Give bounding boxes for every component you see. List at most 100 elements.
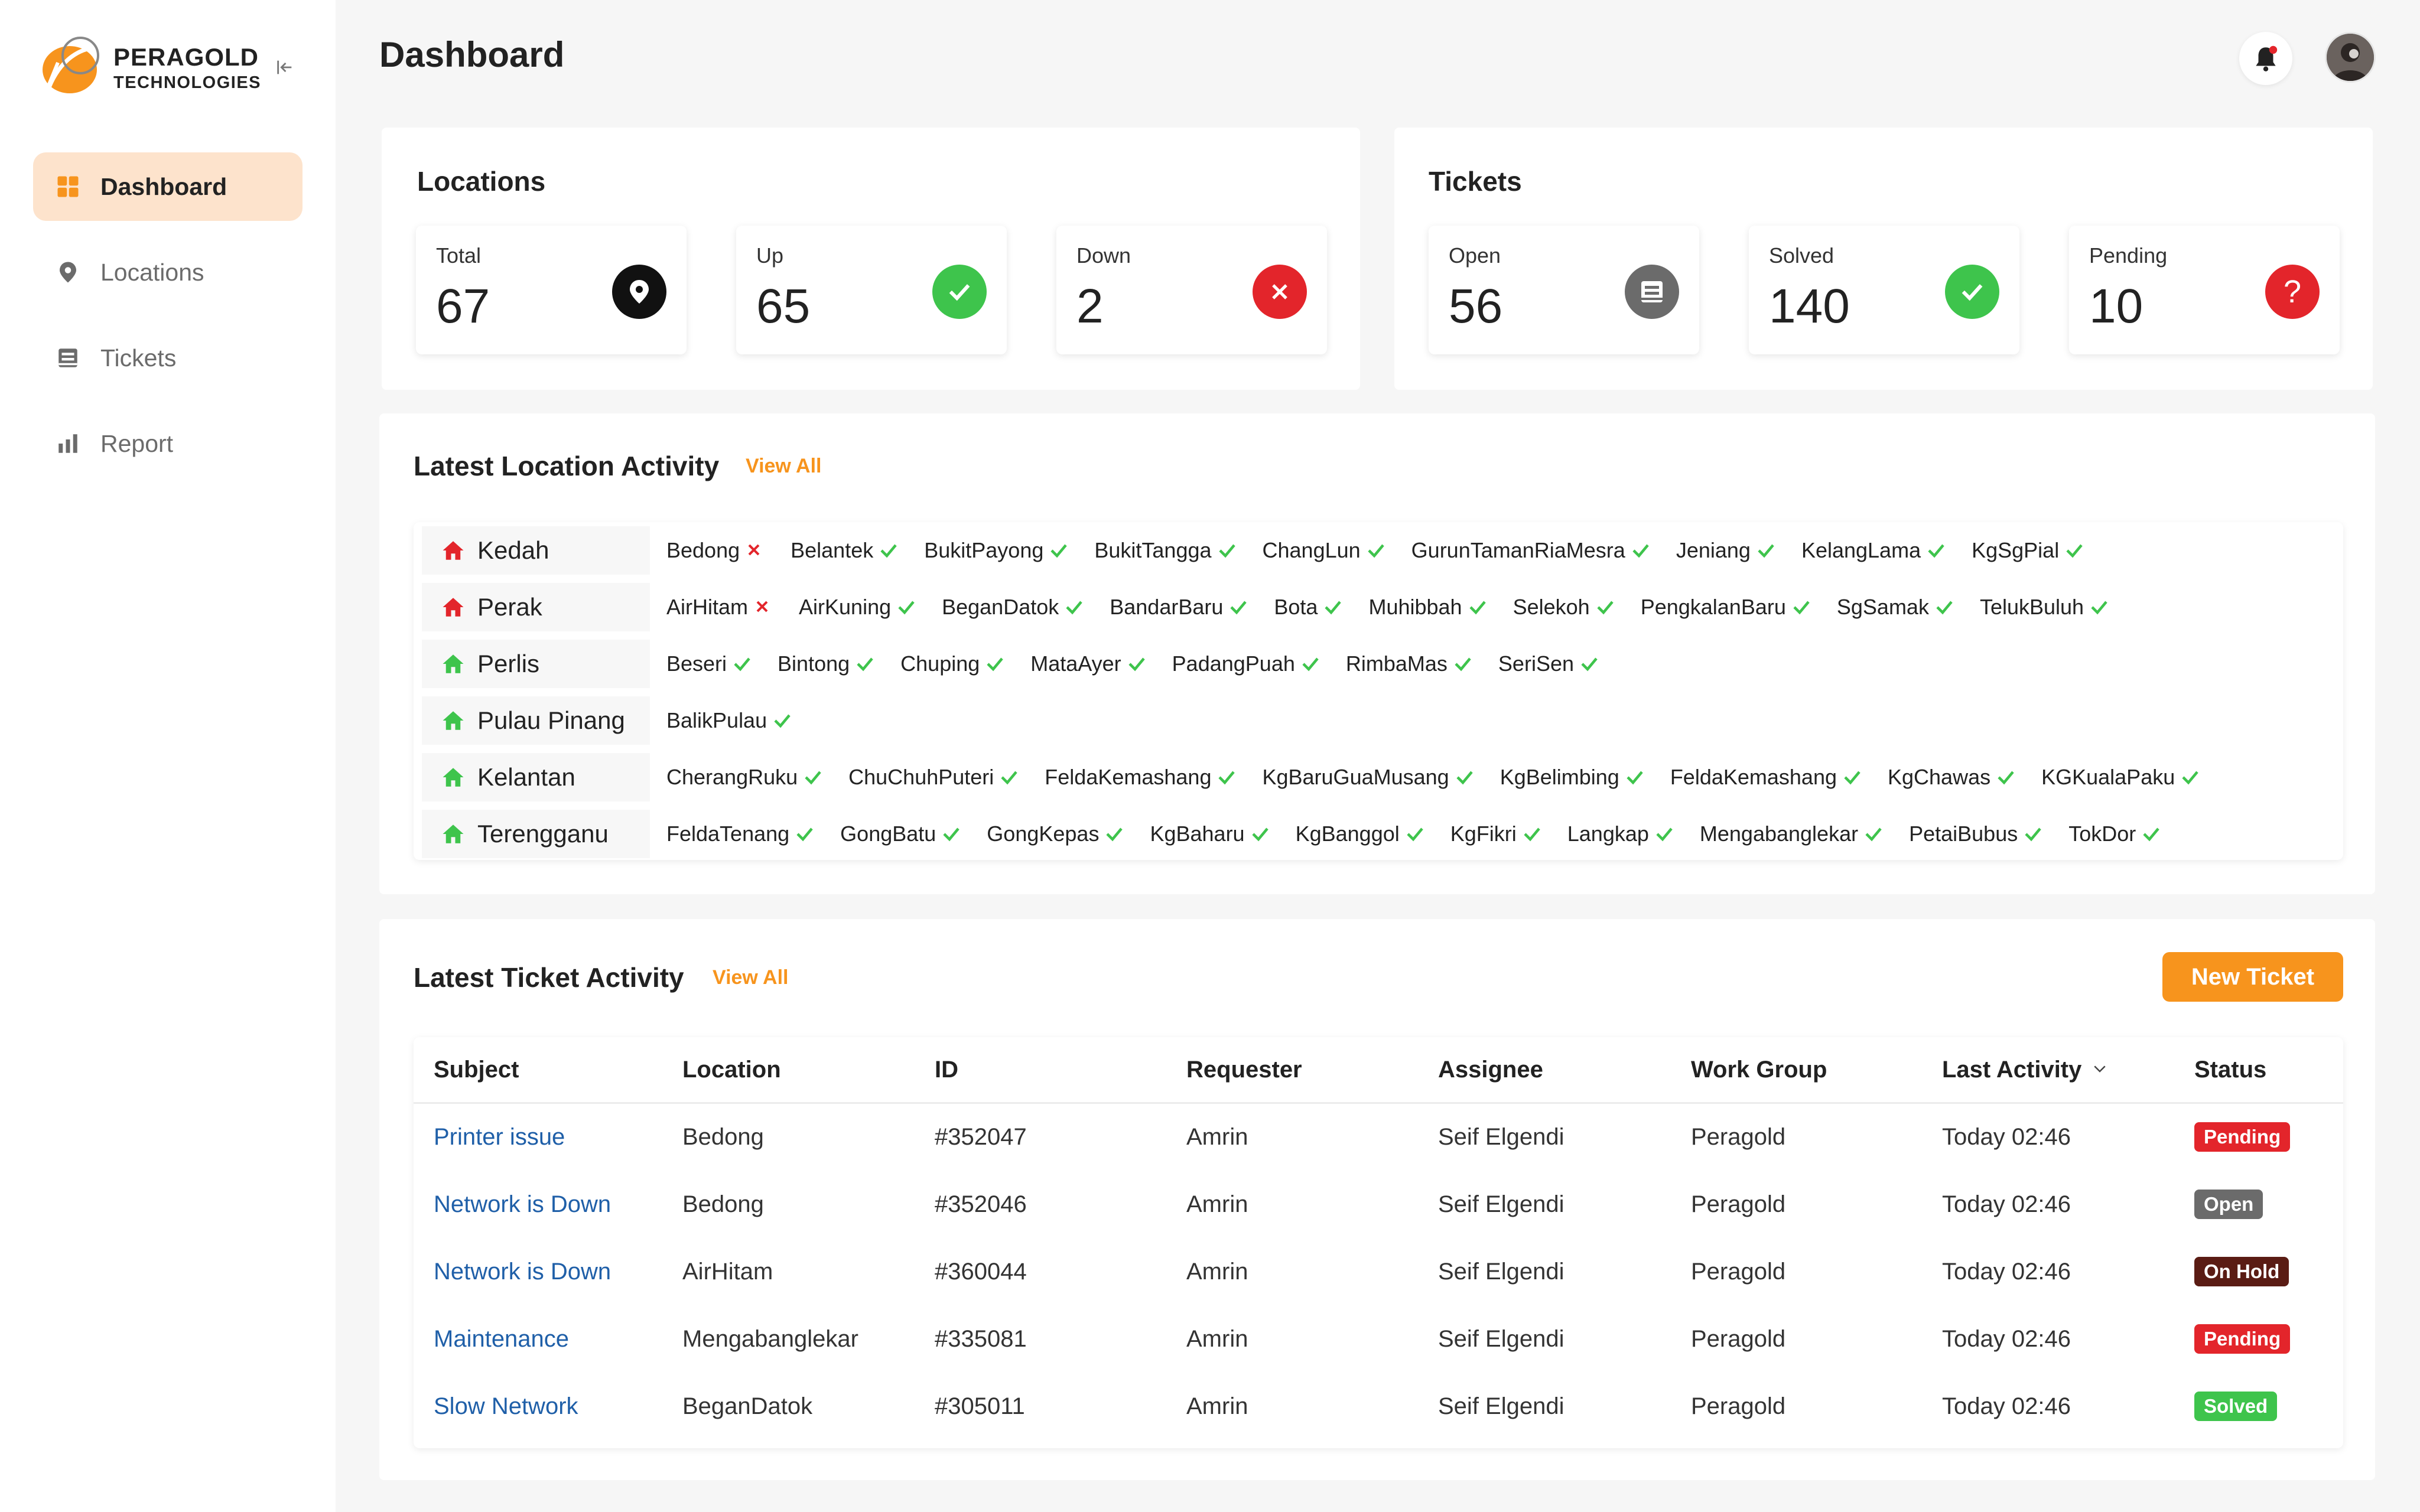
column-header-last-activity[interactable]: Last Activity [1942, 1037, 2109, 1102]
site-item[interactable]: GongKepas [987, 822, 1125, 846]
check-icon [2064, 540, 2085, 561]
site-item[interactable]: KgBanggol [1296, 822, 1426, 846]
site-item[interactable]: AirKuning [799, 595, 917, 620]
state-name-cell[interactable]: Kedah [422, 526, 650, 575]
state-name-cell[interactable]: Pulau Pinang [422, 696, 650, 745]
check-icon [802, 767, 824, 788]
cell-subject[interactable]: Maintenance [434, 1325, 570, 1352]
check-icon [896, 597, 917, 618]
state-name-cell[interactable]: Terengganu [422, 810, 650, 858]
site-item[interactable]: GongBatu [840, 822, 962, 846]
column-header-requester[interactable]: Requester [1186, 1037, 1302, 1102]
site-item[interactable]: KGKualaPaku [2041, 765, 2201, 790]
check-icon [731, 653, 753, 674]
stat-label: Total [436, 243, 482, 268]
site-item[interactable]: Belantek [791, 538, 899, 563]
column-header-status[interactable]: Status [2194, 1037, 2266, 1102]
table-row[interactable]: Maintenance Mengabanglekar #335081 Amrin Sei… [414, 1306, 2343, 1372]
sidebar: PERAGOLD TECHNOLOGIES Dashboard Locat [0, 0, 336, 1512]
site-item[interactable]: BandarBaru [1110, 595, 1249, 620]
brand-logo[interactable]: PERAGOLD TECHNOLOGIES [34, 35, 261, 100]
tickets-solved-card[interactable]: Solved 140 [1749, 226, 2019, 354]
state-name-cell[interactable]: Perak [422, 583, 650, 631]
ticket-view-all-link[interactable]: View All [713, 966, 789, 989]
site-item[interactable]: KgBaruGuaMusang [1262, 765, 1475, 790]
cell-subject[interactable]: Network is Down [434, 1258, 611, 1285]
site-item[interactable]: BeganDatok [942, 595, 1085, 620]
site-item[interactable]: Bedong [666, 538, 766, 563]
site-item[interactable]: Chuping [900, 651, 1006, 676]
site-name: PetaiBubus [1909, 822, 2018, 846]
site-item[interactable]: AirHitam [666, 595, 774, 620]
site-item[interactable]: Mengabanglekar [1700, 822, 1884, 846]
site-item[interactable]: TokDor [2068, 822, 2162, 846]
cell-subject[interactable]: Printer issue [434, 1123, 565, 1150]
bar-chart-icon [53, 429, 83, 458]
location-view-all-link[interactable]: View All [746, 455, 822, 477]
site-item[interactable]: PengkalanBaru [1641, 595, 1812, 620]
collapse-sidebar-button[interactable] [271, 53, 299, 82]
state-name-cell[interactable]: Perlis [422, 640, 650, 688]
cell-subject[interactable]: Slow Network [434, 1393, 578, 1419]
avatar[interactable] [2325, 32, 2376, 83]
table-row[interactable]: Network is Down AirHitam #360044 Amrin Seif … [414, 1239, 2343, 1305]
site-item[interactable]: Beseri [666, 651, 753, 676]
site-item[interactable]: BukitTangga [1094, 538, 1237, 563]
site-item[interactable]: Bota [1274, 595, 1344, 620]
locations-up-card[interactable]: Up 65 [736, 226, 1007, 354]
tickets-pending-card[interactable]: Pending 10 ? [2069, 226, 2340, 354]
site-item[interactable]: BalikPulau [666, 708, 793, 733]
site-item[interactable]: GurunTamanRiaMesra [1411, 538, 1651, 563]
state-name-cell[interactable]: Kelantan [422, 753, 650, 801]
cell-last-activity: Today 02:46 [1942, 1123, 2071, 1150]
site-item[interactable]: ChuChuhPuteri [848, 765, 1020, 790]
site-item[interactable]: SgSamak [1837, 595, 1955, 620]
stat-label: Open [1449, 243, 1501, 268]
table-row[interactable]: Printer issue Bedong #352047 Amrin Seif Elge… [414, 1104, 2343, 1170]
site-item[interactable]: Langkap [1567, 822, 1675, 846]
site-item[interactable]: CherangRuku [666, 765, 824, 790]
locations-panel: Locations Total 67 Up 65 Down 2 [382, 128, 1360, 390]
site-item[interactable]: FeldaTenang [666, 822, 815, 846]
column-header-location[interactable]: Location [682, 1037, 781, 1102]
site-item[interactable]: KgFikri [1450, 822, 1543, 846]
new-ticket-button[interactable]: New Ticket [2162, 952, 2343, 1002]
site-item[interactable]: SeriSen [1498, 651, 1600, 676]
locations-total-card[interactable]: Total 67 [416, 226, 687, 354]
notifications-button[interactable] [2239, 32, 2292, 85]
site-item[interactable]: KgBelimbing [1500, 765, 1645, 790]
cell-status: Open [2194, 1171, 2263, 1237]
sidebar-item-dashboard[interactable]: Dashboard [33, 152, 302, 221]
site-item[interactable]: TelukBuluh [1980, 595, 2110, 620]
tickets-open-card[interactable]: Open 56 [1429, 226, 1699, 354]
site-item[interactable]: Muhibbah [1368, 595, 1488, 620]
site-item[interactable]: Jeniang [1676, 538, 1777, 563]
column-header-subject[interactable]: Subject [434, 1037, 519, 1102]
table-row[interactable]: Network is Down Bedong #352046 Amrin Seif El… [414, 1171, 2343, 1237]
site-item[interactable]: BukitPayong [924, 538, 1069, 563]
column-header-assignee[interactable]: Assignee [1438, 1037, 1543, 1102]
site-item[interactable]: Selekoh [1513, 595, 1616, 620]
column-header-work-group[interactable]: Work Group [1691, 1037, 1827, 1102]
site-item[interactable]: RimbaMas [1346, 651, 1474, 676]
site-item[interactable]: PadangPuah [1172, 651, 1321, 676]
site-item[interactable]: KelangLama [1801, 538, 1947, 563]
column-header-id[interactable]: ID [935, 1037, 958, 1102]
site-item[interactable]: KgChawas [1888, 765, 2016, 790]
sidebar-item-report[interactable]: Report [33, 409, 302, 478]
cell-subject[interactable]: Network is Down [434, 1191, 611, 1217]
ticket-activity-table: Subject Location ID Requester Assignee Work G… [414, 1037, 2343, 1448]
site-item[interactable]: MataAyer [1030, 651, 1147, 676]
stat-label: Solved [1769, 243, 1834, 268]
site-item[interactable]: KgBaharu [1150, 822, 1270, 846]
site-item[interactable]: FeldaKemashang [1045, 765, 1237, 790]
site-item[interactable]: FeldaKemashang [1670, 765, 1863, 790]
sidebar-item-locations[interactable]: Locations [33, 238, 302, 307]
site-item[interactable]: Bintong [778, 651, 876, 676]
sidebar-item-tickets[interactable]: Tickets [33, 324, 302, 392]
locations-down-card[interactable]: Down 2 [1056, 226, 1327, 354]
site-item[interactable]: ChangLun [1263, 538, 1387, 563]
site-item[interactable]: PetaiBubus [1909, 822, 2044, 846]
table-row[interactable]: Slow Network BeganDatok #305011 Amrin Seif E… [414, 1373, 2343, 1439]
site-item[interactable]: KgSgPial [1972, 538, 2085, 563]
